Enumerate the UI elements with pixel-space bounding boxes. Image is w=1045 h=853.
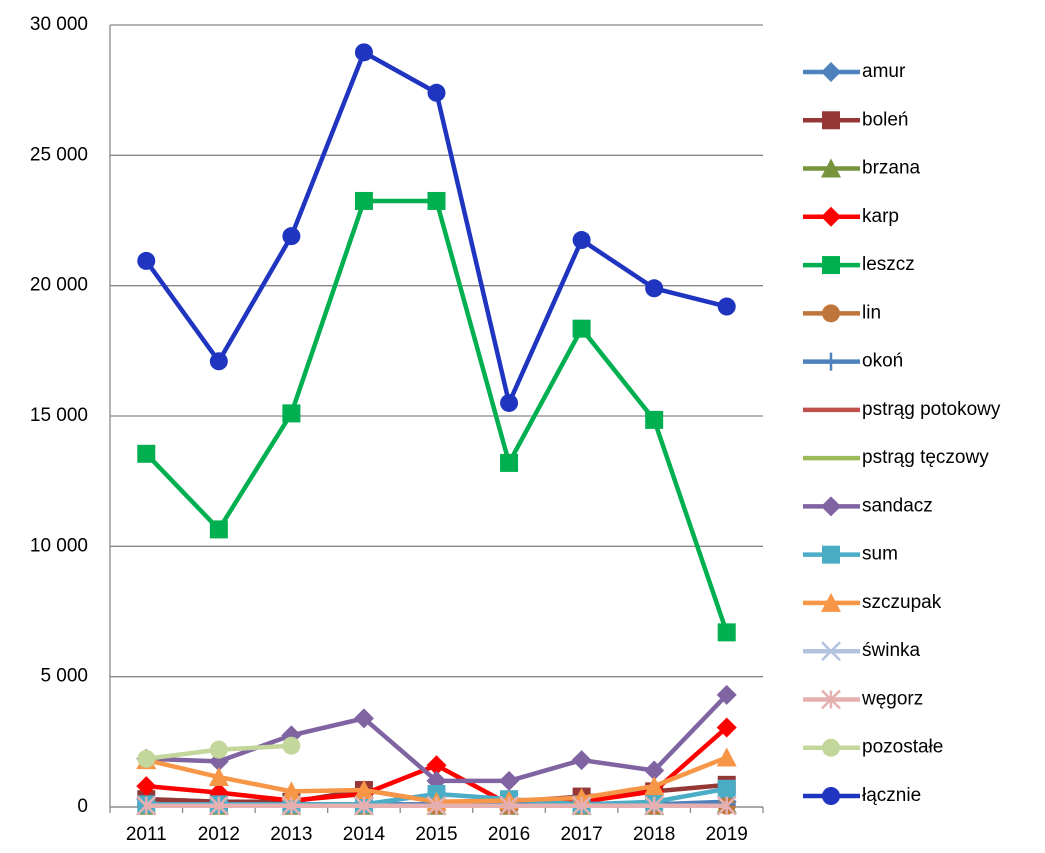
legend-label: karp — [862, 206, 899, 227]
legend-label: amur — [862, 61, 906, 82]
x-tick-label: 2011 — [126, 824, 167, 845]
legend-label: sandacz — [862, 495, 933, 516]
point — [717, 623, 736, 642]
point — [499, 795, 519, 816]
point — [136, 776, 157, 797]
point — [645, 279, 664, 298]
point — [208, 795, 229, 816]
y-tick-label: 5 000 — [40, 666, 88, 687]
series-line — [144, 198, 729, 634]
point — [137, 444, 156, 463]
x-tick-label: 2017 — [560, 824, 602, 845]
legend-label: sum — [862, 544, 898, 565]
point — [716, 747, 737, 767]
point — [354, 795, 374, 816]
x-tick-label: 2019 — [706, 824, 748, 845]
y-tick-label: 10 000 — [30, 535, 88, 556]
point — [353, 708, 374, 729]
point — [426, 755, 447, 776]
legend-marker — [821, 592, 841, 612]
legend-marker — [822, 545, 840, 564]
series-line — [144, 50, 728, 406]
point — [571, 750, 592, 771]
point — [717, 297, 736, 316]
point — [209, 740, 228, 759]
point — [499, 770, 520, 791]
y-tick-label: 30 000 — [30, 14, 88, 35]
legend-marker — [821, 496, 841, 517]
point — [282, 227, 301, 246]
point — [644, 760, 665, 781]
legend-label: łącznie — [862, 785, 921, 806]
legend-label: świnka — [862, 640, 921, 661]
point — [137, 749, 156, 768]
legend-marker — [821, 158, 841, 178]
point — [281, 795, 302, 816]
legend-marker — [821, 206, 841, 227]
legend-marker — [821, 641, 841, 662]
point — [281, 781, 302, 801]
point — [354, 43, 373, 62]
legend-label: pstrąg potokowy — [862, 399, 1001, 420]
legend-label: lin — [862, 302, 881, 323]
point — [572, 231, 591, 250]
x-tick-label: 2018 — [633, 824, 675, 845]
legend-label: węgorz — [861, 688, 923, 709]
point — [209, 352, 228, 371]
point — [644, 776, 665, 796]
legend-marker — [822, 111, 840, 130]
point — [716, 717, 737, 738]
point — [354, 191, 373, 210]
point — [716, 684, 737, 705]
legend-label: okoń — [862, 351, 903, 372]
point — [717, 779, 736, 798]
legend-label: pozostałe — [862, 737, 943, 758]
legend-marker — [822, 304, 840, 323]
legend-label: pstrąg tęczowy — [862, 447, 989, 468]
point — [426, 795, 447, 816]
y-tick-label: 15 000 — [30, 405, 88, 426]
point — [282, 736, 301, 755]
point — [716, 795, 737, 816]
point — [500, 393, 519, 412]
y-tick-label: 25 000 — [30, 144, 88, 165]
point — [500, 453, 519, 472]
legend-marker — [822, 256, 840, 275]
legend-marker — [822, 738, 840, 757]
point — [208, 767, 229, 787]
point — [282, 404, 301, 423]
point — [644, 795, 665, 816]
legend-label: szczupak — [862, 592, 942, 613]
legend-marker — [821, 689, 841, 710]
point — [427, 83, 446, 102]
x-tick-label: 2012 — [198, 824, 240, 845]
legend-marker — [822, 352, 840, 371]
point — [137, 251, 156, 270]
x-tick-label: 2015 — [415, 824, 457, 845]
point — [427, 191, 446, 210]
legend-marker — [822, 787, 840, 805]
point — [353, 780, 374, 800]
legend-marker — [821, 62, 841, 82]
y-tick-label: 0 — [77, 796, 88, 817]
x-tick-label: 2013 — [270, 824, 312, 845]
y-tick-label: 20 000 — [30, 275, 88, 296]
point — [571, 795, 592, 816]
point — [209, 520, 228, 539]
point — [572, 319, 591, 338]
legend-label: boleń — [862, 109, 909, 130]
legend-label: leszcz — [862, 254, 915, 275]
point — [645, 410, 664, 429]
legend-label: brzana — [862, 158, 921, 179]
x-tick-label: 2014 — [343, 824, 386, 845]
x-tick-label: 2016 — [488, 824, 530, 845]
point — [136, 795, 157, 816]
